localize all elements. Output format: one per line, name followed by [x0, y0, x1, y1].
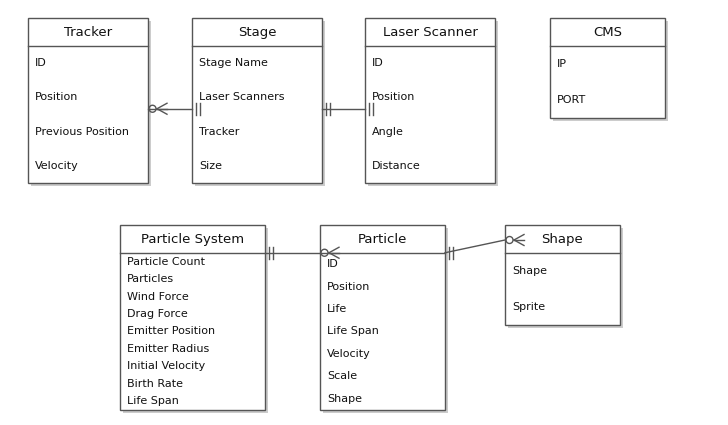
- Text: ID: ID: [35, 58, 47, 68]
- Text: Laser Scanner: Laser Scanner: [382, 26, 478, 39]
- Text: Position: Position: [327, 282, 371, 292]
- Text: Distance: Distance: [372, 161, 421, 171]
- Text: Sprite: Sprite: [512, 302, 545, 312]
- Bar: [192, 18, 322, 183]
- Text: Stage: Stage: [238, 26, 276, 39]
- Bar: [31, 21, 151, 186]
- Text: Emitter Radius: Emitter Radius: [127, 344, 209, 354]
- Text: Life Span: Life Span: [127, 396, 179, 406]
- Text: Life: Life: [327, 304, 347, 314]
- Text: Particles: Particles: [127, 274, 174, 284]
- Text: Wind Force: Wind Force: [127, 292, 189, 302]
- Text: PORT: PORT: [557, 95, 586, 105]
- Text: Emitter Position: Emitter Position: [127, 326, 215, 337]
- Text: Tracker: Tracker: [64, 26, 112, 39]
- Bar: [368, 21, 498, 186]
- Text: Position: Position: [35, 92, 79, 102]
- Text: Life Span: Life Span: [327, 326, 379, 337]
- Text: Birth Rate: Birth Rate: [127, 379, 183, 389]
- Text: Previous Position: Previous Position: [35, 127, 129, 136]
- Text: Tracker: Tracker: [199, 127, 240, 136]
- Text: Position: Position: [372, 92, 416, 102]
- Bar: [123, 228, 268, 413]
- Text: Particle System: Particle System: [141, 232, 244, 246]
- Bar: [508, 228, 623, 328]
- Bar: [505, 225, 620, 325]
- Bar: [28, 18, 148, 183]
- Bar: [195, 21, 325, 186]
- Text: ID: ID: [372, 58, 384, 68]
- Bar: [365, 18, 495, 183]
- Text: Drag Force: Drag Force: [127, 309, 188, 319]
- Text: IP: IP: [557, 59, 567, 69]
- Text: Velocity: Velocity: [35, 161, 79, 171]
- Text: CMS: CMS: [593, 26, 622, 39]
- Text: Shape: Shape: [512, 266, 547, 276]
- Text: Stage Name: Stage Name: [199, 58, 268, 68]
- Text: ID: ID: [327, 259, 339, 269]
- Bar: [323, 228, 448, 413]
- Bar: [553, 21, 668, 121]
- Text: Particle Count: Particle Count: [127, 257, 205, 267]
- Text: Size: Size: [199, 161, 222, 171]
- Bar: [320, 225, 445, 410]
- Text: Shape: Shape: [327, 394, 362, 404]
- Text: Velocity: Velocity: [327, 349, 371, 359]
- Text: Shape: Shape: [542, 232, 583, 246]
- Text: Particle: Particle: [358, 232, 407, 246]
- Bar: [550, 18, 665, 118]
- Text: Laser Scanners: Laser Scanners: [199, 92, 285, 102]
- Bar: [120, 225, 265, 410]
- Text: Scale: Scale: [327, 371, 357, 381]
- Text: Angle: Angle: [372, 127, 404, 136]
- Text: Initial Velocity: Initial Velocity: [127, 361, 205, 371]
